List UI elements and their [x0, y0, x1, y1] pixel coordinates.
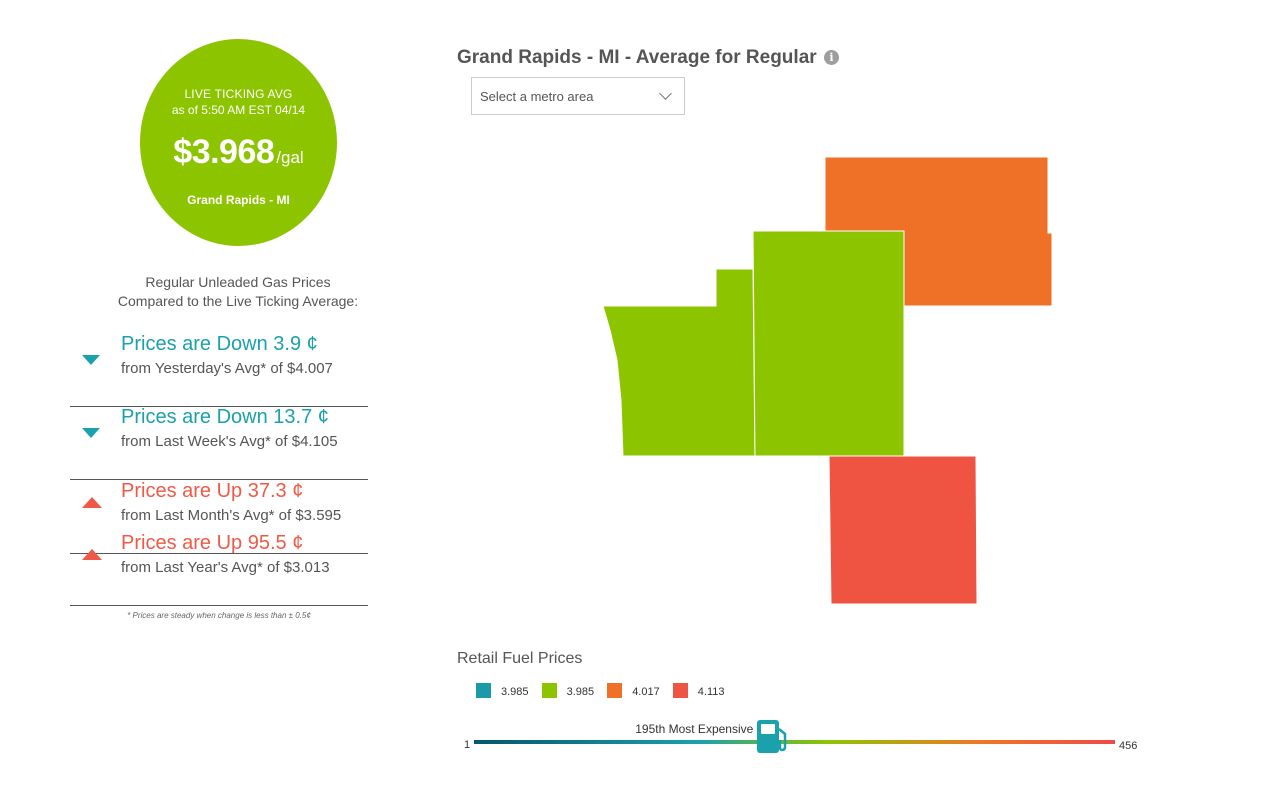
live-average-badge: LIVE TICKING AVG as of 5:50 AM EST 04/14…: [140, 39, 337, 246]
live-price: $3.968/gal: [140, 133, 337, 172]
rank-label: 195th Most Expensive: [635, 722, 754, 736]
rank-scale-bar: [474, 740, 1115, 744]
legend-value: 4.017: [632, 686, 660, 698]
gas-pump-icon: [757, 720, 787, 753]
change-headline: Prices are Down 3.9 ¢: [121, 333, 318, 355]
map-title: Grand Rapids - MI - Average for Regular …: [457, 47, 839, 69]
live-city: Grand Rapids - MI: [187, 193, 290, 207]
arrow-up-icon: [82, 497, 102, 508]
comparison-heading: Regular Unleaded Gas Prices Compared to …: [70, 273, 406, 311]
live-price-value: $3.968: [173, 133, 275, 171]
change-detail: from Last Year's Avg* of $3.013: [121, 559, 330, 576]
legend-swatch: [672, 683, 688, 698]
legend-title: Retail Fuel Prices: [457, 650, 583, 667]
change-headline: Prices are Up 37.3 ¢: [121, 480, 304, 502]
comparison-heading-line2: Compared to the Live Ticking Average:: [117, 293, 359, 309]
legend-value: 3.985: [566, 686, 595, 698]
change-detail: from Last Week's Avg* of $4.105: [121, 433, 338, 450]
change-row-last-week: Prices are Down 13.7 ¢ from Last Week's …: [70, 406, 368, 480]
live-price-unit: /gal: [276, 148, 304, 167]
legend-swatch: [476, 683, 491, 698]
change-detail: from Last Month's Avg* of $3.595: [121, 507, 342, 524]
map-region-center[interactable]: [752, 230, 905, 457]
comparison-heading-line1: Regular Unleaded Gas Prices: [145, 274, 331, 290]
map-region-west[interactable]: [602, 268, 756, 457]
legend-swatch: [607, 683, 623, 698]
arrow-down-icon: [82, 428, 100, 438]
live-label: LIVE TICKING AVG: [184, 87, 293, 101]
map-region-south[interactable]: [828, 455, 978, 605]
footnote: * Prices are steady when change is less …: [127, 611, 311, 620]
change-row-last-month: Prices are Up 37.3 ¢ from Last Month's A…: [70, 480, 368, 554]
change-row-last-year: Prices are Up 95.5 ¢ from Last Year's Av…: [70, 532, 368, 606]
info-circle-icon[interactable]: i: [823, 50, 839, 65]
legend-value: 4.113: [697, 686, 725, 698]
rank-scale-max: 456: [1119, 740, 1138, 752]
arrow-down-icon: [82, 355, 100, 365]
map-title-text: Grand Rapids - MI - Average for Regular: [457, 47, 817, 68]
metro-area-select-placeholder: Select a metro area: [480, 89, 594, 104]
arrow-up-icon: [82, 549, 102, 560]
change-row-yesterday: Prices are Down 3.9 ¢ from Yesterday's A…: [70, 333, 368, 407]
rank-scale-min: 1: [464, 739, 471, 751]
legend: 3.985 3.985 4.017 4.113: [476, 683, 735, 698]
change-detail: from Yesterday's Avg* of $4.007: [121, 360, 333, 377]
change-headline: Prices are Down 13.7 ¢: [121, 406, 329, 428]
change-headline: Prices are Up 95.5 ¢: [121, 532, 304, 554]
legend-swatch: [541, 683, 557, 698]
live-timestamp: as of 5:50 AM EST 04/14: [171, 103, 306, 117]
legend-value: 3.985: [501, 686, 529, 698]
metro-area-select[interactable]: Select a metro area: [471, 77, 685, 115]
